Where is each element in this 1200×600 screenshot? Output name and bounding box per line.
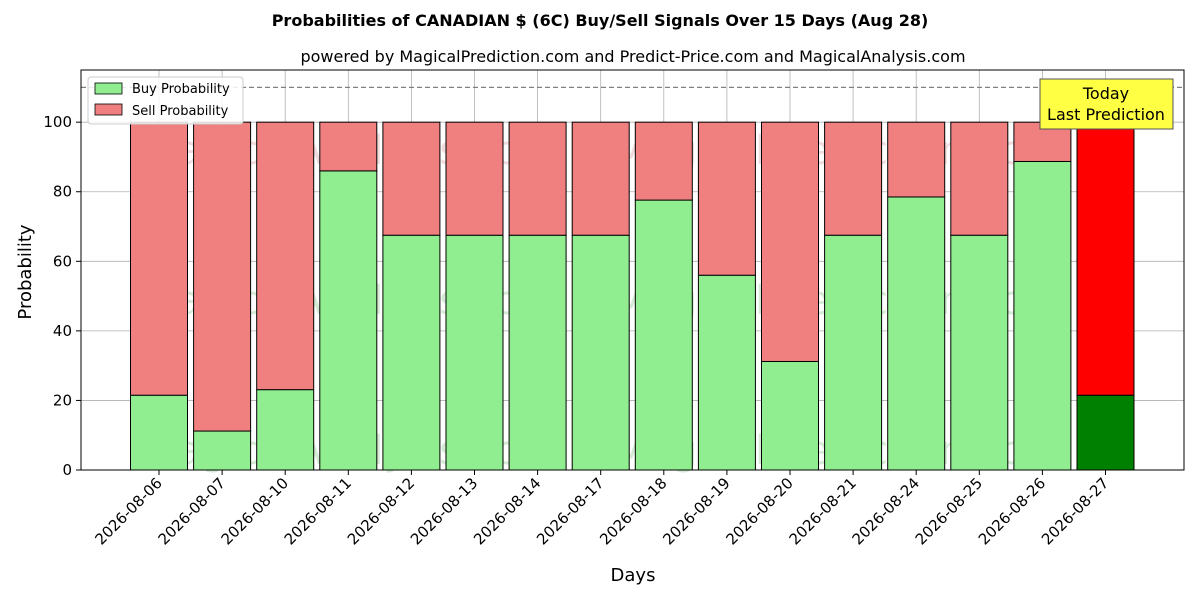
bar-sell-2026-08-24 xyxy=(887,121,946,198)
annotation-line-last-prediction: Last Prediction xyxy=(1047,105,1165,124)
x-tick-label: 2026-08-17 xyxy=(533,474,607,548)
bar-buy-2026-08-19 xyxy=(697,274,756,471)
x-axis-label: Days xyxy=(611,565,656,586)
bar-buy-2026-08-14 xyxy=(508,234,567,471)
x-tick-label: 2026-08-25 xyxy=(912,474,986,548)
bar-sell-2026-08-25 xyxy=(950,121,1009,236)
y-tick-label: 20 xyxy=(53,391,72,409)
bar-sell-2026-08-18 xyxy=(634,121,693,201)
x-tick-label: 2026-08-13 xyxy=(407,474,481,548)
bar-sell-2026-08-10 xyxy=(256,121,315,391)
x-tick-label: 2026-08-21 xyxy=(786,474,860,548)
bar-buy-2026-08-12 xyxy=(382,234,441,471)
bar-sell-2026-08-11 xyxy=(319,121,378,172)
y-tick-label: 100 xyxy=(43,113,72,131)
legend-label-sell: Sell Probability xyxy=(132,104,229,119)
bars xyxy=(130,121,1135,471)
x-tick-label: 2026-08-10 xyxy=(218,474,292,548)
x-tick-label: 2026-08-07 xyxy=(155,474,229,548)
x-tick-label: 2026-08-18 xyxy=(596,474,670,548)
x-tick-label: 2026-08-27 xyxy=(1038,474,1112,548)
y-tick-label: 80 xyxy=(53,183,72,201)
annotation-box xyxy=(1039,78,1174,130)
y-axis-label: Probability xyxy=(15,224,36,319)
y-tick-label: 40 xyxy=(53,322,72,340)
y-tick-label: 0 xyxy=(62,461,72,479)
bar-sell-2026-08-12 xyxy=(382,121,441,236)
y-axis: 0 20 40 60 80 100 xyxy=(43,113,81,479)
y-tick-label: 60 xyxy=(53,252,72,270)
bar-sell-2026-08-17 xyxy=(571,121,630,236)
legend-box xyxy=(87,76,244,125)
x-axis: 2026-08-062026-08-072026-08-102026-08-11… xyxy=(91,470,1112,548)
x-tick-label: 2026-08-06 xyxy=(91,474,165,548)
x-tick-label: 2026-08-12 xyxy=(344,474,418,548)
bar-buy-2026-08-11 xyxy=(319,170,378,471)
x-tick-label: 2026-08-26 xyxy=(975,474,1049,548)
bar-buy-2026-08-07 xyxy=(193,430,252,471)
x-tick-label: 2026-08-19 xyxy=(659,474,733,548)
legend-swatch-sell xyxy=(94,103,123,116)
bar-buy-2026-08-17 xyxy=(571,234,630,471)
x-tick-label: 2026-08-24 xyxy=(849,474,923,548)
bar-buy-2026-08-21 xyxy=(824,234,883,471)
legend-label-buy: Buy Probability xyxy=(132,82,230,97)
bar-sell-2026-08-19 xyxy=(697,121,756,276)
bar-buy-2026-08-26 xyxy=(1013,160,1072,471)
x-tick-label: 2026-08-20 xyxy=(722,474,796,548)
bar-sell-2026-08-13 xyxy=(445,121,504,236)
x-tick-label: 2026-08-14 xyxy=(470,474,544,548)
bar-buy-2026-08-20 xyxy=(761,360,819,471)
plot-frame xyxy=(80,69,1185,471)
bar-sell-2026-08-06 xyxy=(130,121,188,396)
bar-buy-2026-08-10 xyxy=(256,389,315,471)
bar-sell-2026-08-21 xyxy=(824,121,883,236)
legend-swatch-buy xyxy=(94,82,123,95)
bar-sell-2026-08-14 xyxy=(508,121,567,236)
bar-buy-2026-08-13 xyxy=(445,234,504,471)
x-tick-label: 2026-08-11 xyxy=(281,474,355,548)
bar-buy-2026-08-06 xyxy=(130,394,188,471)
today-annotation: Today Last Prediction xyxy=(1039,78,1174,130)
bar-buy-2026-08-27 xyxy=(1076,394,1135,471)
chart-title: Probabilities of CANADIAN $ (6C) Buy/Sel… xyxy=(272,11,929,30)
bar-buy-2026-08-18 xyxy=(634,199,693,471)
bar-sell-2026-08-20 xyxy=(761,121,819,362)
bar-buy-2026-08-24 xyxy=(887,196,946,471)
bar-sell-2026-08-27 xyxy=(1076,121,1135,396)
annotation-line-today: Today xyxy=(1082,84,1129,103)
chart-subtitle: powered by MagicalPrediction.com and Pre… xyxy=(300,47,965,66)
bar-buy-2026-08-25 xyxy=(950,234,1009,471)
bar-sell-2026-08-07 xyxy=(193,121,252,432)
legend: Buy Probability Sell Probability xyxy=(87,76,244,125)
